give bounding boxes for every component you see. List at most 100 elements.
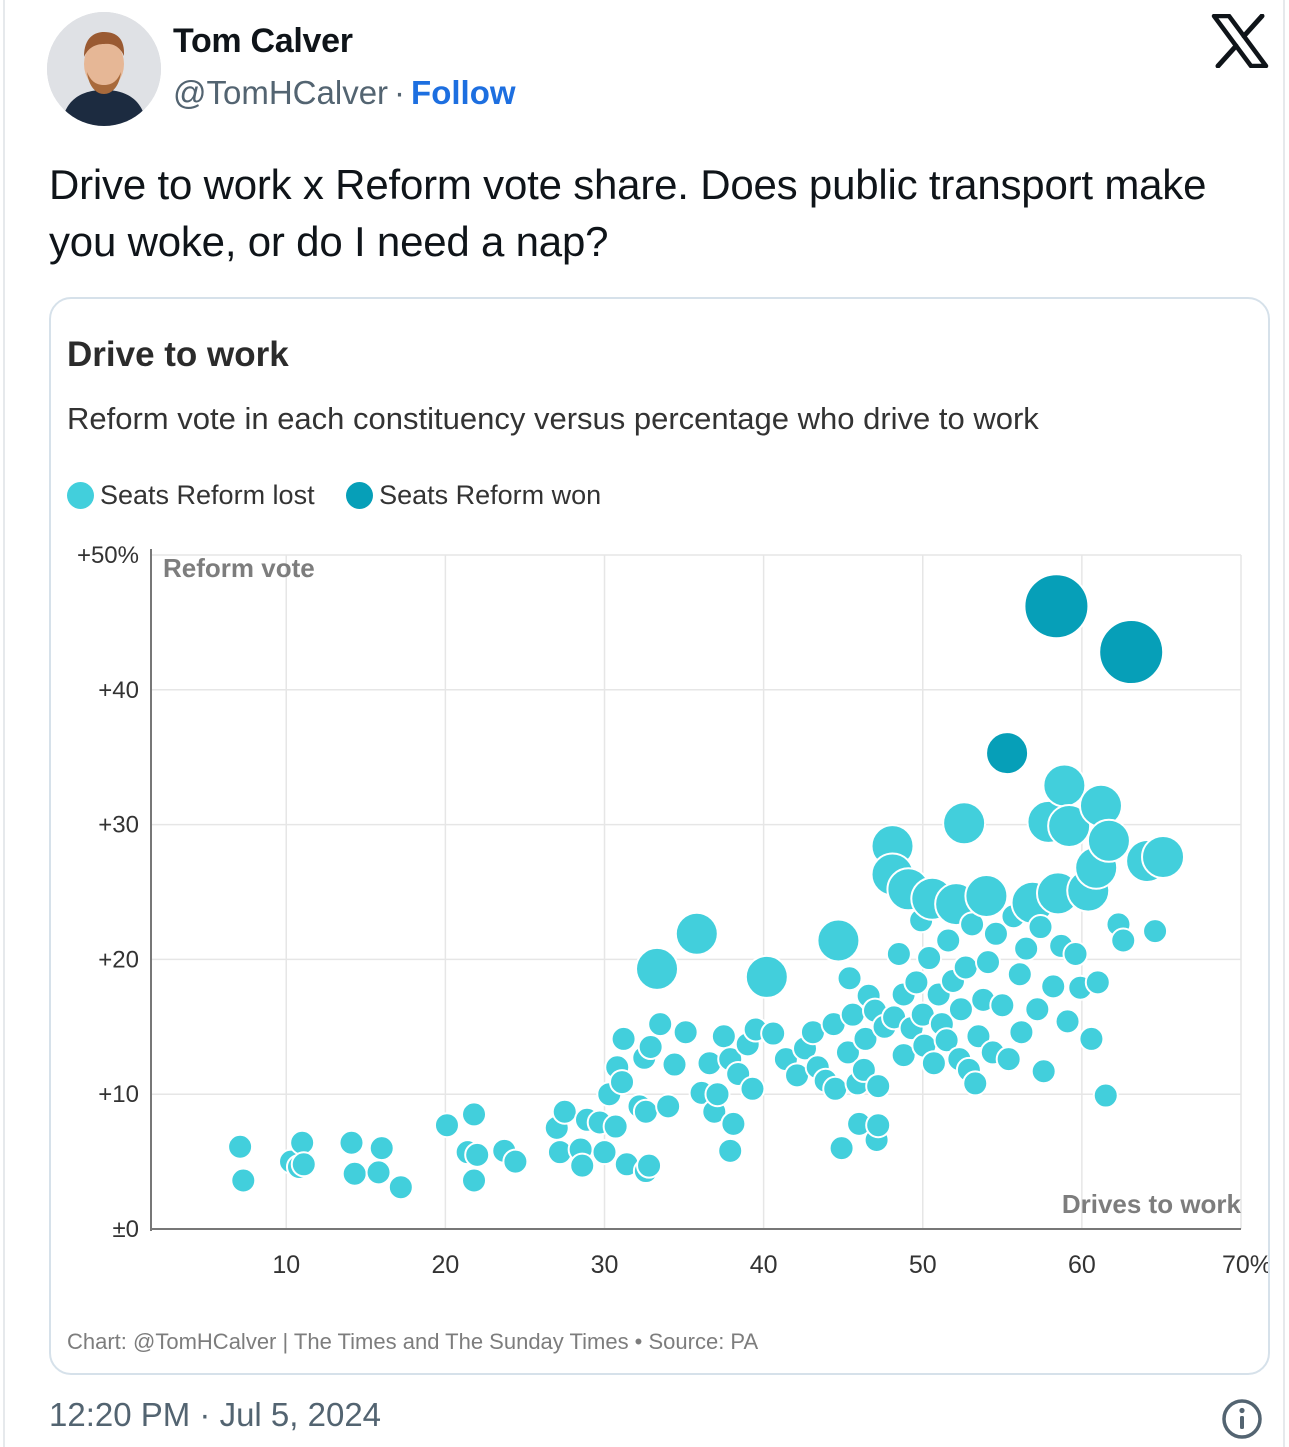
point-seat-lost (962, 1070, 989, 1097)
x-tick-label: 50 (909, 1251, 937, 1279)
y-tick-label: +50% (77, 542, 139, 569)
point-seat-lost (1008, 1019, 1035, 1046)
point-seat-lost (674, 911, 719, 956)
point-seat-lost (661, 1051, 688, 1078)
point-seat-lost (760, 1020, 787, 1047)
point-seat-lost (1024, 996, 1051, 1023)
separator-dot: · (394, 74, 406, 111)
point-seat-lost (947, 996, 974, 1023)
point-seat-lost (995, 1046, 1022, 1073)
y-axis-label: Reform vote (163, 553, 315, 583)
point-seat-lost (1054, 1008, 1081, 1035)
point-seat-lost (609, 1069, 636, 1096)
point-seat-lost (816, 918, 861, 963)
point-seat-lost (935, 927, 962, 954)
x-axis-label: Drives to work (1062, 1189, 1242, 1219)
point-seat-lost (1078, 1025, 1105, 1052)
point-seat-lost (502, 1148, 529, 1175)
point-seat-lost (710, 1023, 737, 1050)
point-seat-lost (461, 1101, 488, 1128)
point-seat-lost (885, 941, 912, 968)
x-tick-label: 70% (1222, 1251, 1268, 1279)
point-seat-lost (672, 1019, 699, 1046)
point-seat-lost (1047, 803, 1092, 848)
point-seat-lost (739, 1075, 766, 1102)
info-icon[interactable] (1221, 1398, 1263, 1440)
point-seat-lost (551, 1098, 578, 1125)
point-seat-lost (610, 1025, 637, 1052)
point-seat-lost (632, 1098, 659, 1125)
point-seat-lost (865, 1112, 892, 1139)
point-seat-lost (982, 920, 1009, 947)
point-seat-lost (850, 1056, 877, 1083)
point-seat-lost (230, 1167, 257, 1194)
point-seat-lost (637, 1034, 664, 1061)
author-name[interactable]: Tom Calver (173, 22, 353, 60)
x-logo-icon[interactable] (1211, 14, 1269, 68)
point-seat-lost (461, 1167, 488, 1194)
point-seat-lost (865, 1073, 892, 1100)
point-seat-lost (822, 1075, 849, 1102)
chart-title: Drive to work (67, 335, 289, 374)
point-seat-lost (836, 965, 863, 992)
legend-swatch-seats-won (346, 482, 374, 509)
chart-legend: Seats Reform lost Seats Reform won (67, 480, 625, 516)
point-seat-lost (916, 945, 943, 972)
tweet-card: Tom Calver @TomHCalver · Follow Drive to w… (3, 0, 1285, 1447)
chart-credit: Chart: @TomHCalver | The Times and The S… (67, 1329, 759, 1354)
y-tick-label: +40 (98, 677, 139, 704)
x-tick-label: 60 (1068, 1251, 1096, 1279)
legend-item-seats-won: Seats Reform won (346, 480, 601, 511)
point-seat-lost (1027, 914, 1054, 941)
point-seat-lost (433, 1112, 460, 1139)
point-seat-lost (338, 1129, 365, 1156)
point-seat-lost (569, 1152, 596, 1179)
x-tick-label: 10 (272, 1251, 300, 1279)
point-seat-lost (704, 1081, 731, 1108)
point-seat-lost (290, 1151, 317, 1178)
point-seat-lost (368, 1135, 395, 1162)
point-seat-lost (227, 1133, 254, 1160)
follow-button[interactable]: Follow (411, 74, 516, 111)
author-handle-row: @TomHCalver · Follow (173, 74, 516, 112)
point-seat-lost (1084, 969, 1111, 996)
tweet-timestamp[interactable]: 12:20 PM · Jul 5, 2024 (49, 1396, 382, 1433)
point-seat-lost (591, 1139, 618, 1166)
point-seat-lost (852, 1025, 879, 1052)
y-tick-label: +20 (98, 946, 139, 973)
point-seat-lost (989, 992, 1016, 1019)
chart-subtitle: Reform vote in each constituency versus … (67, 401, 1039, 436)
chart-card[interactable]: Drive to work Reform vote in each consti… (49, 297, 1270, 1375)
avatar-portrait-icon (47, 12, 161, 126)
point-seat-lost (1110, 927, 1137, 954)
author-handle[interactable]: @TomHCalver (173, 74, 389, 111)
y-tick-label: +10 (98, 1081, 139, 1108)
point-seat-lost (636, 1152, 663, 1179)
x-tick-label: 40 (750, 1251, 778, 1279)
point-seat-lost (1092, 1082, 1119, 1109)
point-seat-lost (1141, 834, 1186, 879)
point-seat-lost (1086, 818, 1131, 863)
avatar[interactable] (47, 12, 161, 126)
point-seat-lost (933, 1027, 960, 1054)
point-seat-lost (387, 1174, 414, 1201)
tweet-text: Drive to work x Reform vote share. Does … (49, 161, 1207, 265)
point-seat-lost (341, 1160, 368, 1187)
point-seat-lost (1030, 1058, 1057, 1085)
point-seat-lost (1042, 763, 1087, 808)
y-tick-label: +30 (98, 812, 139, 839)
point-seat-lost (974, 949, 1001, 976)
x-tick-label: 30 (591, 1251, 619, 1279)
point-seat-lost (828, 1135, 855, 1162)
point-seat-lost (965, 1023, 992, 1050)
point-seat-won (985, 731, 1030, 776)
point-seat-lost (1062, 941, 1089, 968)
point-seat-won (1023, 573, 1090, 640)
point-seat-lost (647, 1011, 674, 1038)
point-seat-lost (635, 946, 680, 991)
y-tick-label: ±0 (112, 1216, 139, 1243)
scatter-chart: ±0 +10 +20 +30 +40 +50% 10 20 30 40 50 60 70% Reform … (77, 542, 1268, 1279)
x-tick-label: 20 (431, 1251, 459, 1279)
point-seat-lost (942, 801, 987, 846)
point-seat-lost (1040, 973, 1067, 1000)
